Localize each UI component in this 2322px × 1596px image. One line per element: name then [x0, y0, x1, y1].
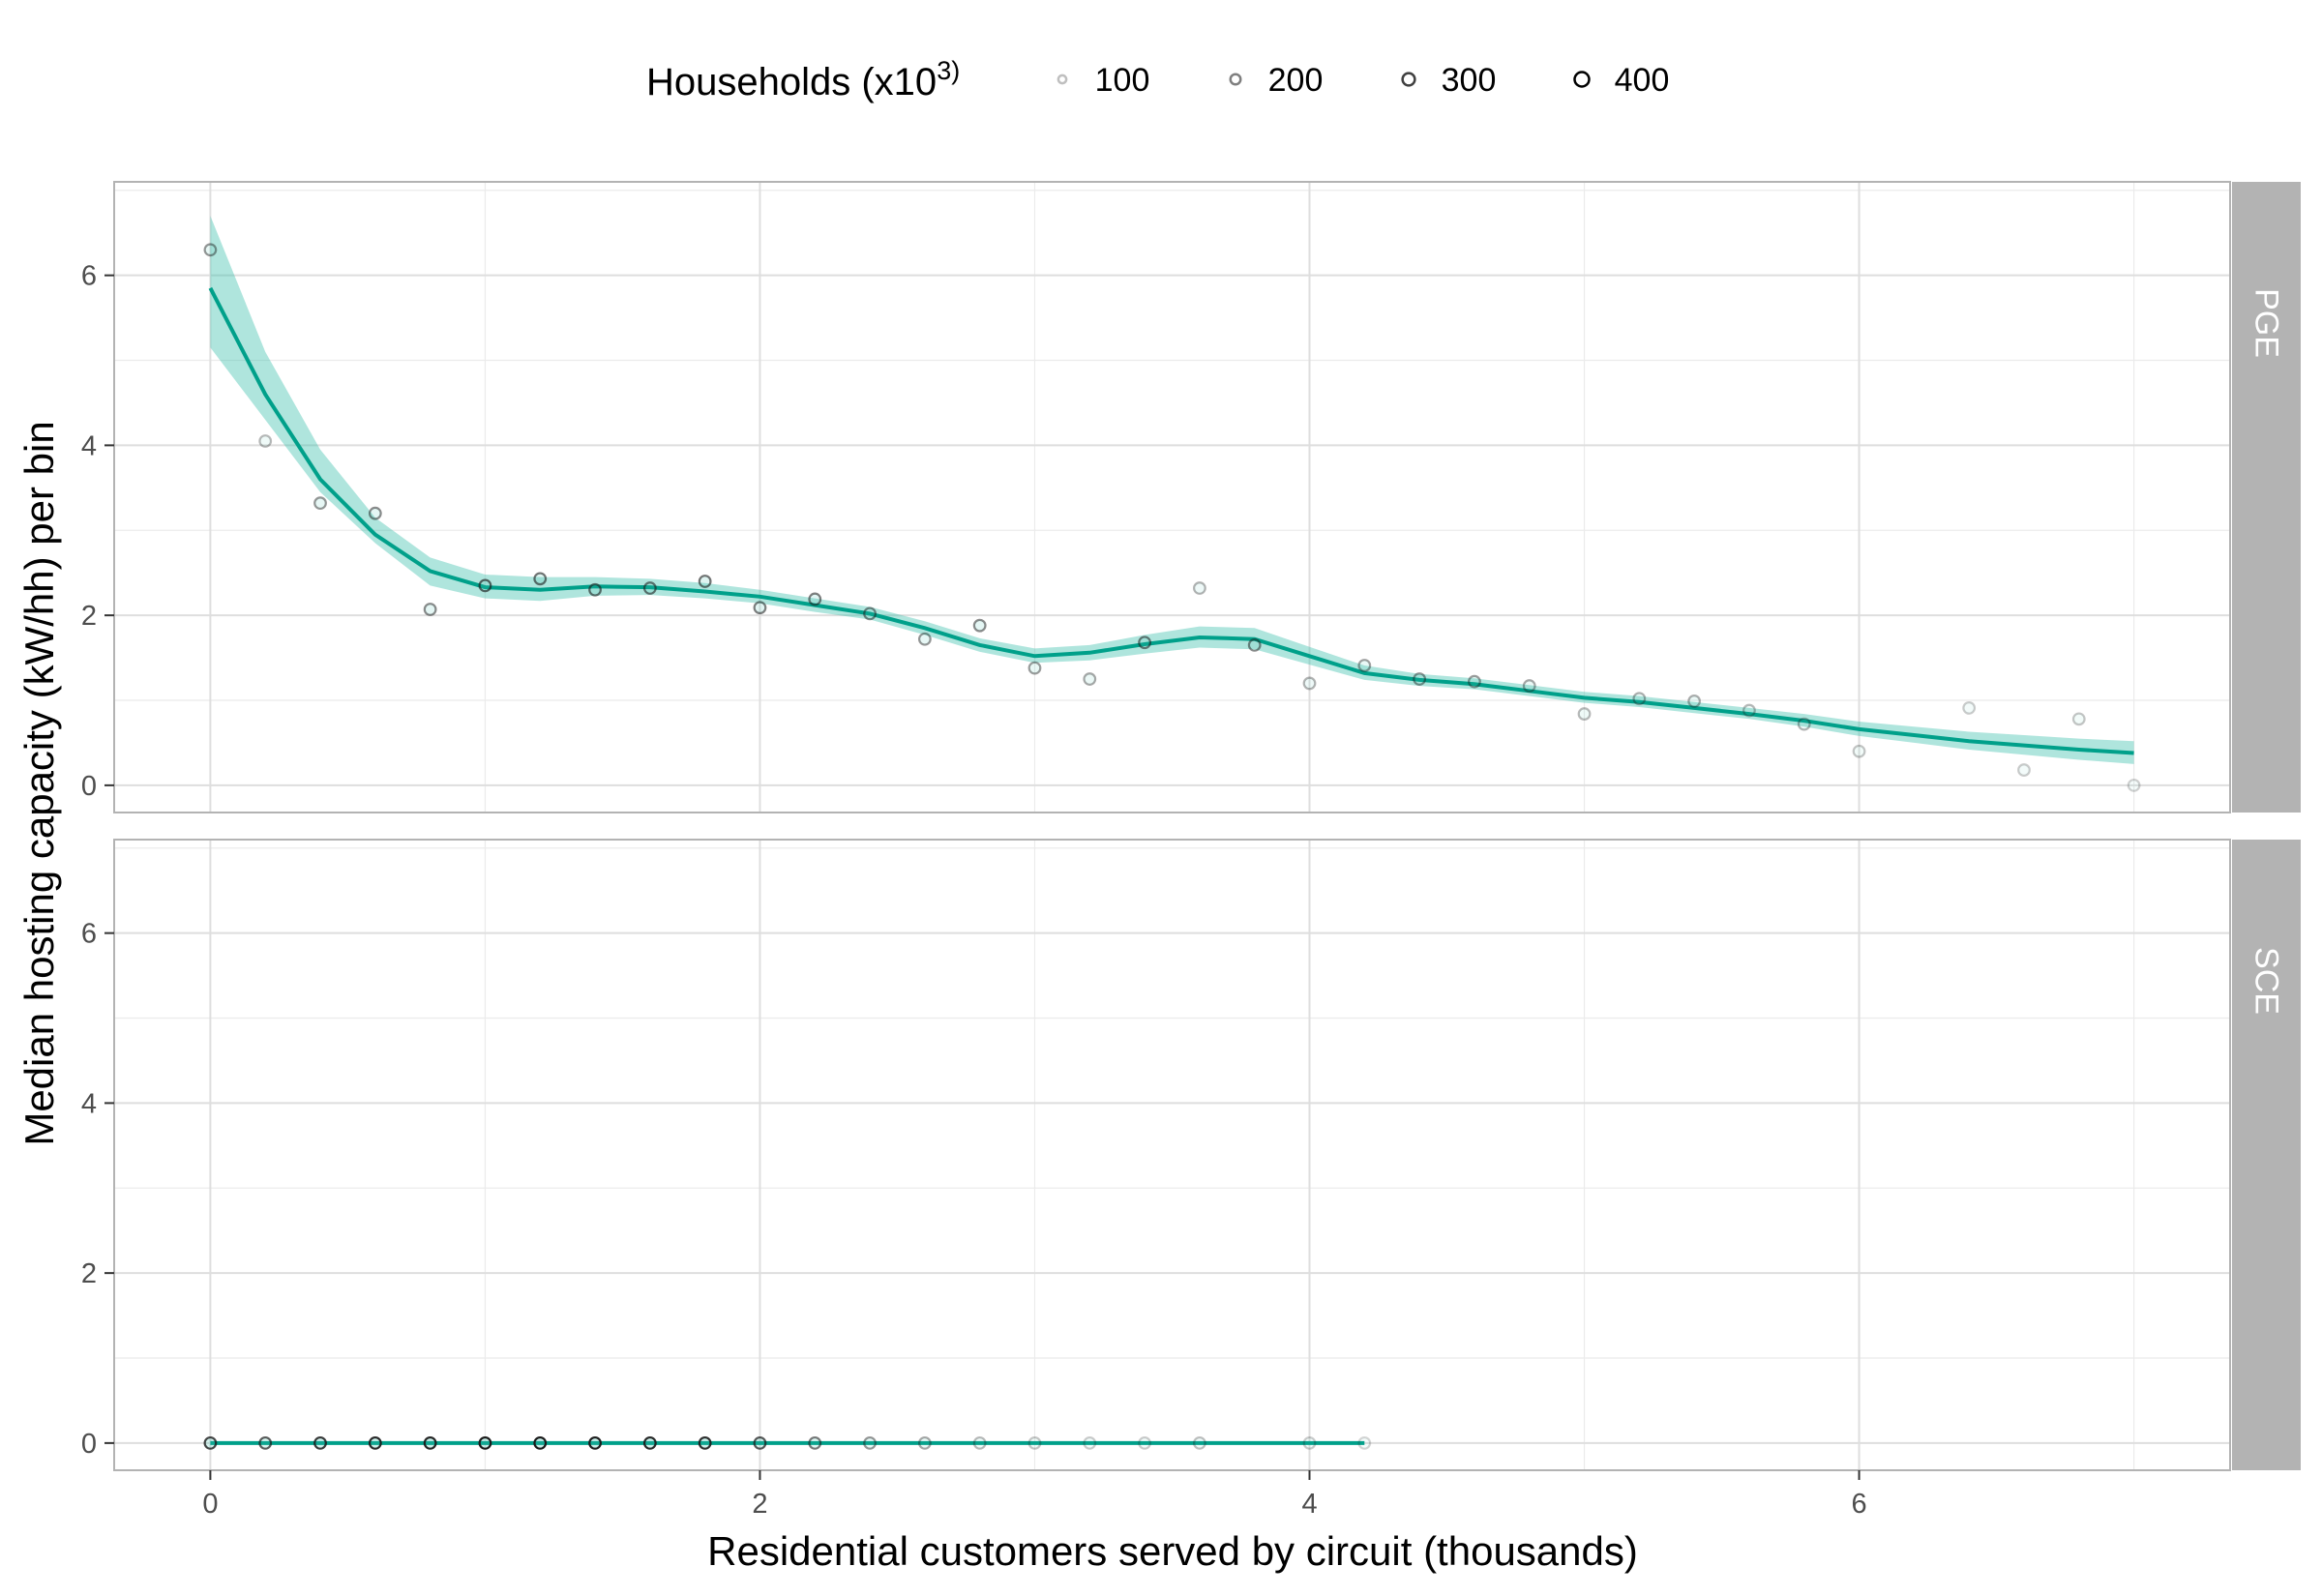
data-point	[1413, 672, 1427, 686]
y-tick-label: 0	[81, 1429, 97, 1460]
x-tick-label: 4	[1301, 1489, 1317, 1520]
y-tick-label: 2	[81, 1258, 97, 1289]
data-point	[368, 506, 382, 520]
data-point	[642, 1435, 657, 1450]
panel-border	[113, 181, 2231, 813]
data-point	[423, 603, 437, 616]
strip-background	[2232, 182, 2301, 813]
data-point	[1027, 1435, 1042, 1450]
data-point	[313, 1435, 327, 1450]
y-tick-label: 6	[81, 261, 97, 292]
data-point	[972, 618, 987, 633]
data-point	[368, 1435, 382, 1450]
data-point	[203, 1435, 218, 1450]
data-point	[1577, 707, 1592, 721]
data-point	[698, 575, 712, 588]
panel-pge: PGE 0 2 4 6	[81, 181, 2301, 813]
data-point	[1193, 581, 1206, 595]
legend-key	[1401, 72, 1416, 87]
data-point	[2017, 763, 2031, 777]
data-point	[753, 601, 767, 615]
x-tick-label: 2	[752, 1489, 767, 1520]
legend-items: 100 200 300 400	[1057, 62, 1670, 99]
panel-border	[113, 839, 2231, 1471]
data-point	[423, 1435, 437, 1450]
data-point	[642, 581, 657, 595]
data-point	[478, 1435, 492, 1450]
data-point	[1083, 672, 1097, 686]
y-tick-label: 2	[81, 601, 97, 632]
x-tick-label: 0	[202, 1489, 218, 1520]
data-point	[808, 592, 822, 606]
y-tick-label: 4	[81, 430, 97, 461]
legend-label: 300	[1442, 62, 1497, 99]
data-point	[1083, 1435, 1097, 1450]
legend-title: Households (x103)	[646, 56, 960, 103]
data-point	[2071, 712, 2086, 726]
strip-background	[2232, 840, 2301, 1470]
data-point	[1687, 694, 1702, 708]
data-point	[1468, 674, 1481, 689]
data-point	[698, 1435, 712, 1450]
panel-background	[114, 182, 2230, 813]
data-point	[917, 632, 932, 646]
data-point	[203, 243, 218, 257]
data-point	[1962, 701, 1977, 715]
data-point	[808, 1435, 822, 1450]
data-point	[1302, 1435, 1317, 1450]
legend-key	[1229, 73, 1242, 86]
data-point	[588, 582, 602, 597]
data-point	[533, 1435, 548, 1450]
data-point	[917, 1435, 932, 1450]
y-tick-label: 6	[81, 919, 97, 950]
data-point	[753, 1435, 767, 1450]
y-tick-label: 4	[81, 1088, 97, 1119]
legend-title-text: Households (x10	[646, 61, 937, 103]
strip-label: PGE	[2248, 288, 2285, 358]
legend-key	[1573, 71, 1591, 88]
strip-label: SCE	[2248, 947, 2285, 1015]
data-point	[863, 1435, 877, 1450]
data-point	[1357, 1435, 1372, 1450]
legend: Households (x103) 100 200 300 400	[646, 56, 1669, 103]
data-point	[2127, 778, 2141, 792]
data-point	[1852, 744, 1866, 758]
data-point	[863, 606, 877, 621]
data-point	[1522, 679, 1536, 693]
data-point	[1742, 703, 1756, 718]
data-point	[1797, 717, 1811, 731]
smooth-line	[208, 286, 2134, 755]
x-axis-title: Residential customers served by circuit …	[707, 1528, 1638, 1574]
data-point	[1193, 1435, 1206, 1450]
data-point	[258, 434, 273, 448]
panel-background	[114, 840, 2230, 1470]
panels: PGE 0 2 4 6 SCE 0 2 4 6 0 2 4 6	[81, 181, 2301, 1520]
x-tick-label: 6	[1851, 1489, 1866, 1520]
data-point	[1247, 637, 1262, 652]
y-tick-label: 0	[81, 771, 97, 802]
data-point	[533, 572, 548, 586]
data-point	[1357, 659, 1372, 672]
legend-key	[1057, 74, 1068, 85]
y-axis-title: Median hosting capacity (kW/hh) per bin	[16, 421, 62, 1145]
legend-title-superscript: 3)	[937, 56, 960, 85]
data-point	[313, 496, 327, 511]
data-point	[588, 1435, 602, 1450]
data-point	[1632, 692, 1647, 706]
data-point	[1138, 635, 1151, 650]
panel-sce: SCE 0 2 4 6	[81, 839, 2301, 1471]
data-point	[478, 578, 492, 593]
data-point	[972, 1435, 987, 1450]
legend-label: 100	[1095, 62, 1150, 99]
legend-label: 200	[1268, 62, 1324, 99]
data-point	[258, 1435, 273, 1450]
legend-label: 400	[1615, 62, 1670, 99]
data-point	[1027, 661, 1042, 675]
data-point	[1302, 676, 1317, 691]
data-point	[1138, 1435, 1151, 1450]
